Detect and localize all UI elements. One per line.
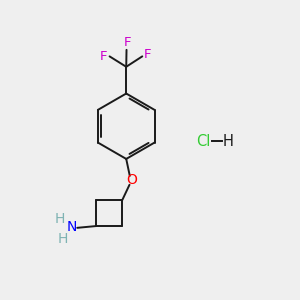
Text: Cl: Cl	[196, 134, 210, 148]
Text: N: N	[67, 220, 77, 234]
Text: F: F	[100, 50, 108, 63]
Text: H: H	[57, 232, 68, 246]
Text: F: F	[123, 36, 131, 49]
Text: H: H	[223, 134, 234, 148]
Text: H: H	[54, 212, 64, 226]
Text: O: O	[126, 173, 137, 187]
Text: F: F	[144, 48, 152, 62]
